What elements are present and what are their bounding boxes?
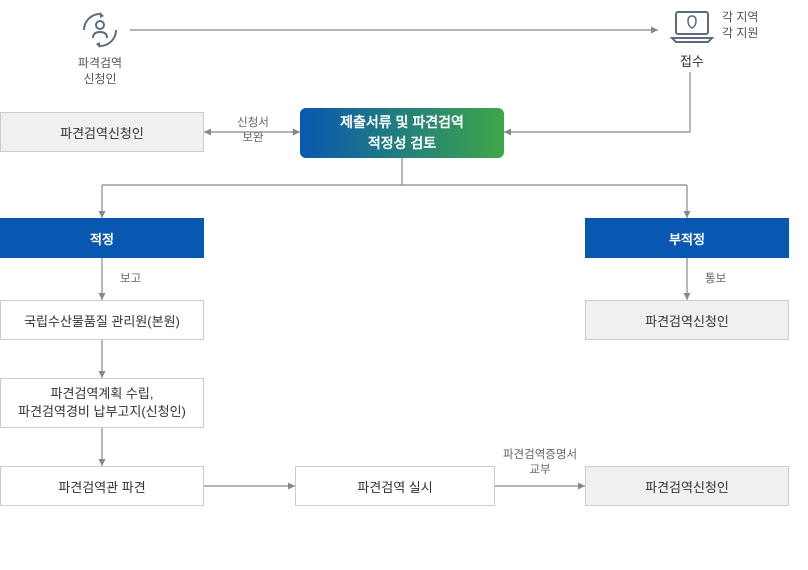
inappropriate-box: 부적정 — [585, 218, 789, 258]
institute-box: 국립수산물품질 관리원(본원) — [0, 300, 204, 340]
applicant-label-line1: 파격검역 — [60, 56, 140, 72]
reception-side-line2: 각 지원 — [722, 26, 782, 42]
reception-label: 접수 — [670, 54, 714, 71]
reception-side-label: 각 지역 각 지원 — [722, 10, 782, 41]
reception-side-line1: 각 지역 — [722, 10, 782, 26]
review-line1: 제출서류 및 파견검역 — [340, 112, 464, 133]
applicant-label-line2: 신청인 — [60, 72, 140, 88]
applicant-final-box: 파견검역신청인 — [585, 466, 789, 506]
cert-label: 파견검역증명서 교부 — [500, 448, 580, 478]
applicant-icon-label: 파격검역 신청인 — [60, 56, 140, 87]
flowchart-container: 파격검역 신청인 각 지역 각 지원 접수 파견검역신청인 신청서 보완 제출서… — [0, 0, 808, 570]
review-line2: 적정성 검토 — [368, 133, 436, 154]
dispatch-box: 파견검역관 파견 — [0, 466, 204, 506]
applicant-icon — [78, 8, 122, 52]
report-label: 보고 — [120, 272, 141, 287]
plan-box: 파견검역계획 수립, 파견검역경비 납부고지(신청인) — [0, 378, 204, 428]
applicant-right-box: 파견검역신청인 — [585, 300, 789, 340]
appropriate-box: 적정 — [0, 218, 204, 258]
supplement-label: 신청서 보완 — [228, 116, 278, 146]
conduct-box: 파견검역 실시 — [295, 466, 495, 506]
reception-icon — [668, 8, 716, 46]
plan-line2: 파견검역경비 납부고지(신청인) — [18, 403, 186, 421]
plan-line1: 파견검역계획 수립, — [51, 385, 154, 403]
applicant-box: 파견검역신청인 — [0, 112, 204, 152]
notify-label: 통보 — [705, 272, 726, 287]
review-box: 제출서류 및 파견검역 적정성 검토 — [300, 108, 504, 158]
